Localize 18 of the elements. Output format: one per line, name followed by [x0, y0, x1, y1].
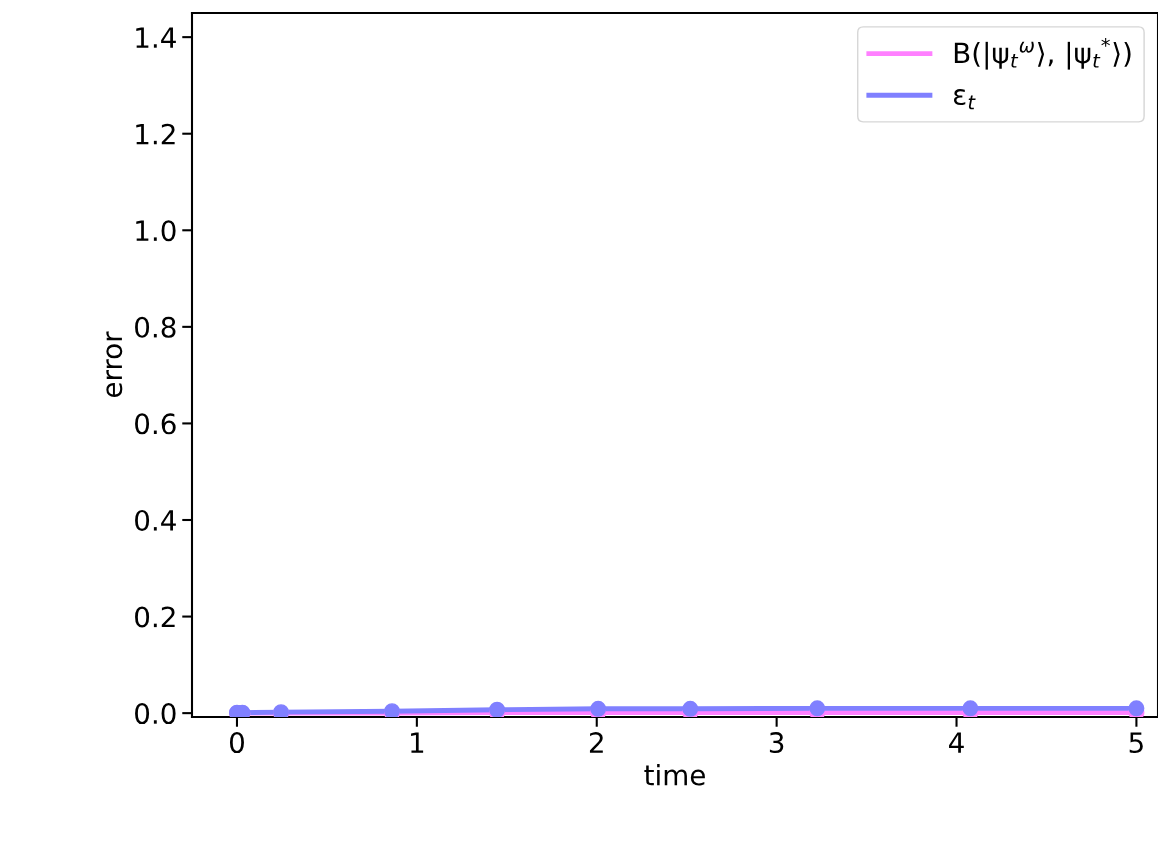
x-axis-title: time [644, 764, 705, 786]
x-tick-label: 4 [949, 732, 964, 753]
y-axis-title: error [106, 331, 123, 398]
y-tick-label: 0.2 [135, 606, 175, 628]
y-tick-label: 1.0 [136, 220, 176, 242]
y-tick-label: 0.6 [135, 413, 176, 435]
y-tick-label: 0.8 [135, 316, 176, 338]
x-tick-label: 2 [589, 732, 603, 753]
y-tick-label: 1.4 [136, 27, 176, 48]
y-tick-label: 0.0 [135, 703, 176, 725]
legend-label: ε$_{t}$ [953, 89, 976, 110]
y-tick-label: 1.2 [136, 123, 175, 145]
x-tick-label: 1 [411, 732, 424, 753]
x-tick-label: 5 [1129, 732, 1143, 754]
x-tick-label: 0 [229, 732, 244, 754]
y-tick-label: 0.4 [135, 509, 176, 531]
x-tick-label: 3 [769, 732, 784, 754]
legend-label: B(|ψ$_{t}$$^{ω}$⟩, |ψ$_{t}$$^{*}$⟩) [954, 38, 1131, 70]
